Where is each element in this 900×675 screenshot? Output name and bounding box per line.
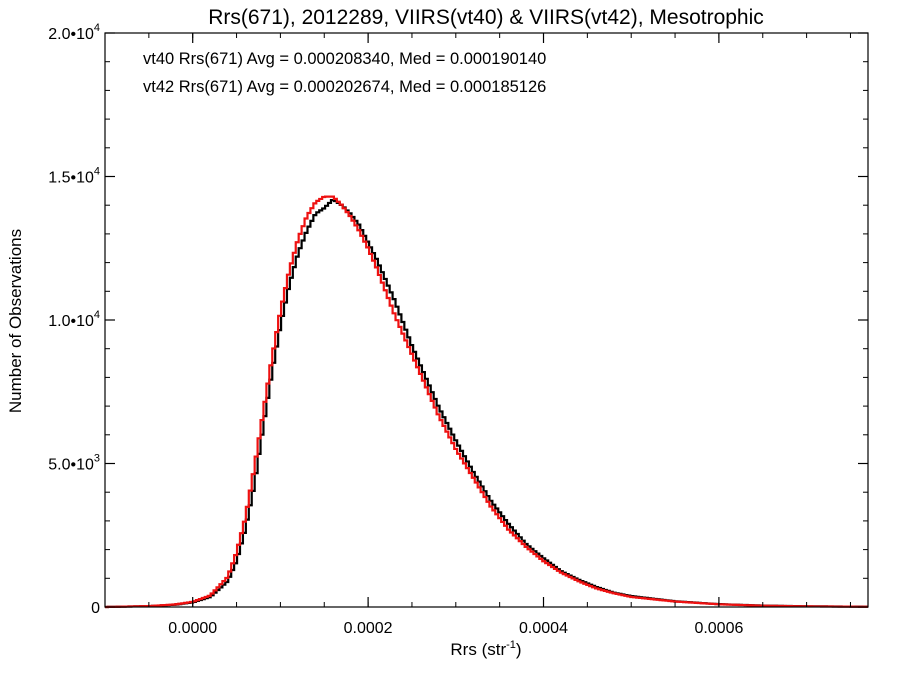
x-axis-label: Rrs (str-1) (450, 639, 521, 659)
x-tick-label: 0.0004 (519, 620, 568, 637)
y-tick-label: 2.0•104 (48, 22, 100, 43)
x-axis-label-superscript: -1 (506, 639, 516, 651)
y-tick-label: 1.0•104 (48, 309, 100, 330)
y-tick-label: 5.0•103 (48, 453, 100, 474)
legend-annotation-vt40: vt40 Rrs(671) Avg = 0.000208340, Med = 0… (143, 50, 546, 68)
x-axis-label-close: ) (516, 640, 522, 659)
y-axis-label: Number of Observations (6, 229, 25, 413)
axes-layer: 0.0000 0.0002 0.0004 0.0006 0 5.0•103 1.0•104 1… (48, 22, 869, 637)
x-tick-label: 0.0002 (344, 620, 393, 637)
series-line-vt40 (105, 198, 868, 609)
series-layer (105, 195, 868, 609)
x-tick-label: 0.0006 (694, 620, 743, 637)
series-line-vt42 (105, 195, 868, 609)
y-tick-label: 0 (91, 600, 100, 617)
chart-title: Rrs(671), 2012289, VIIRS(vt40) & VIIRS(v… (208, 6, 764, 29)
x-axis-label-base: Rrs (str (450, 640, 506, 659)
x-tick-label: 0.0000 (168, 620, 217, 637)
legend-annotation-vt42: vt42 Rrs(671) Avg = 0.000202674, Med = 0… (143, 78, 546, 96)
y-tick-label: 1.5•104 (48, 166, 100, 187)
plot-frame (104, 32, 869, 608)
